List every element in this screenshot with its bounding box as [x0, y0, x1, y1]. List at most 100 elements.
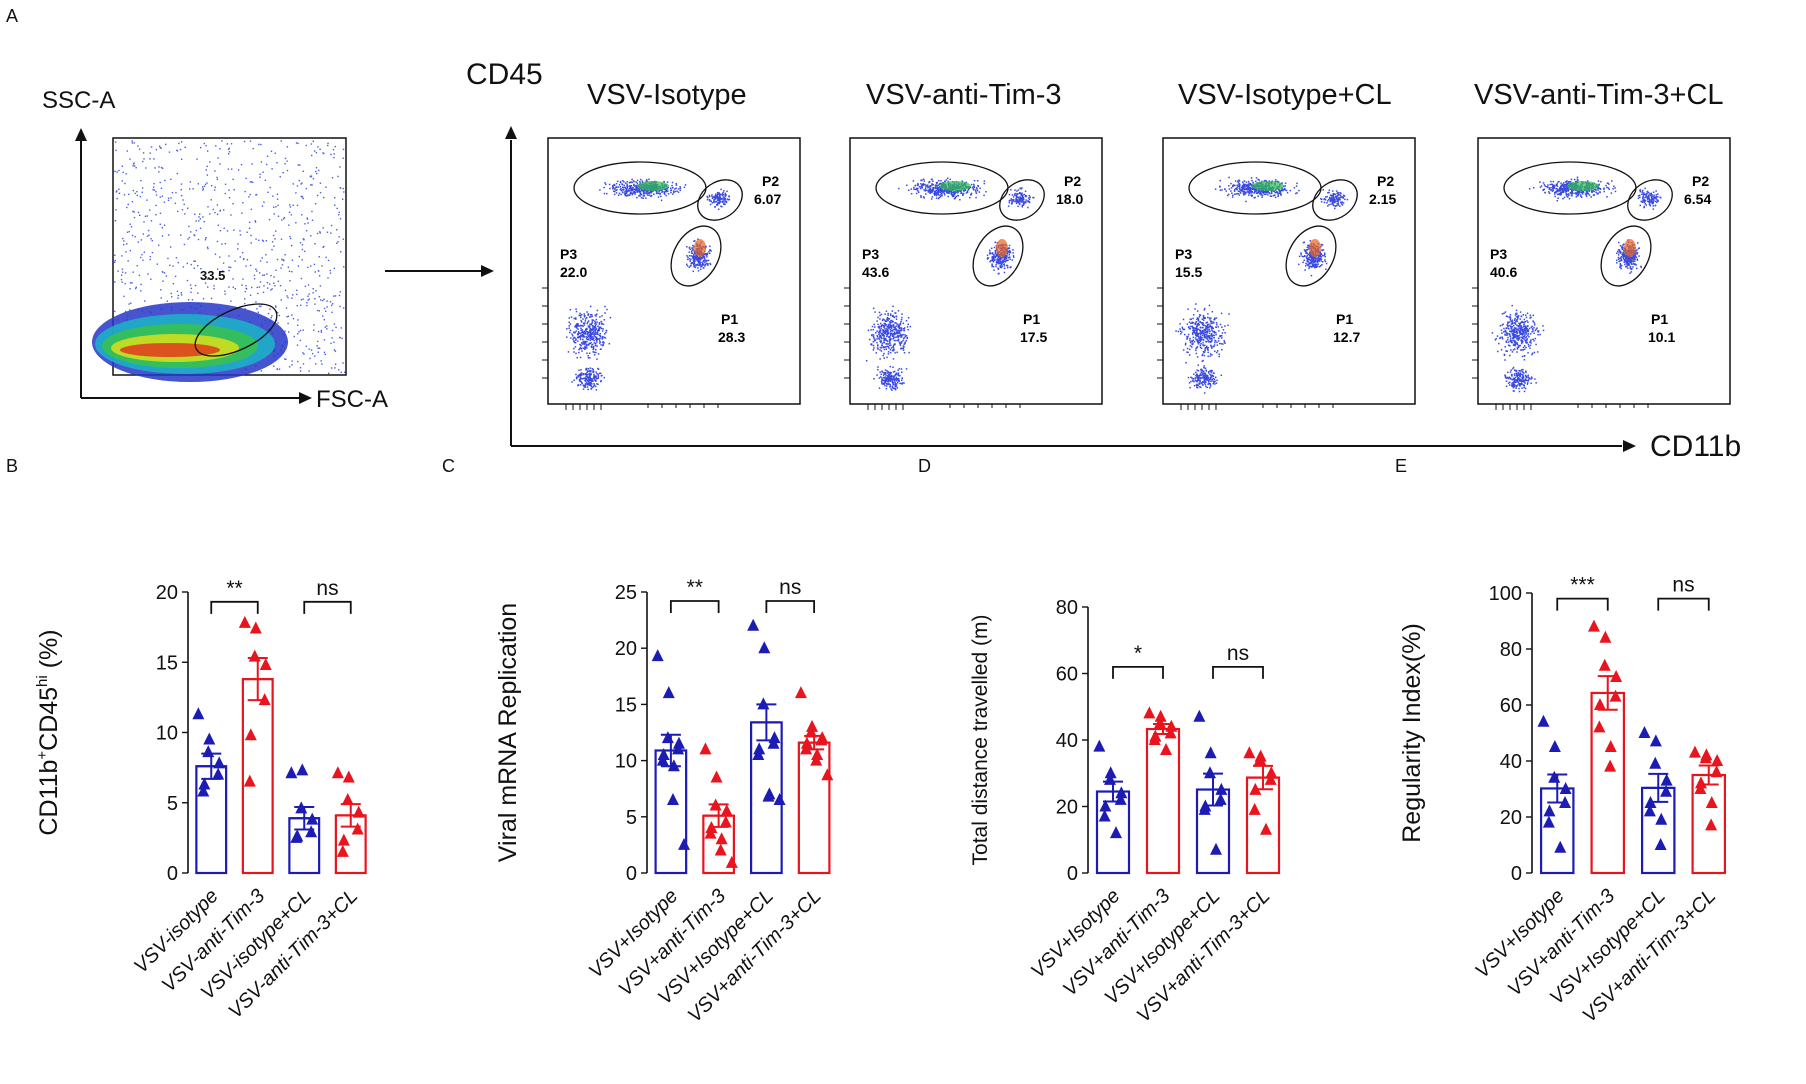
flow-dot: [1205, 334, 1208, 336]
flow-dot: [893, 348, 895, 350]
flow-dot: [632, 191, 635, 193]
flow-dot: [1210, 328, 1213, 330]
flow-dot: [638, 191, 640, 193]
flow-dot: [591, 329, 593, 332]
gating-dot: [137, 241, 140, 243]
flow-dot: [1309, 256, 1311, 258]
flow-dot: [1337, 197, 1340, 199]
flow-dot: [995, 265, 997, 268]
flow-dot: [903, 327, 906, 329]
flow-dot: [1016, 196, 1019, 198]
gating-dot: [123, 194, 126, 196]
flow-dot: [581, 334, 584, 336]
gating-dot: [124, 282, 126, 285]
flow-dot: [1306, 257, 1308, 260]
flow-dot: [937, 190, 940, 193]
flow-dot: [885, 329, 888, 332]
gating-dot: [306, 302, 308, 304]
flow-dot: [1204, 349, 1206, 352]
flow-dot: [1201, 323, 1204, 326]
flow-dot: [577, 375, 579, 377]
flow-dot: [699, 261, 702, 263]
flow-dot: [723, 197, 726, 199]
flow-dot: [931, 196, 934, 198]
flow-dot: [1308, 244, 1310, 247]
flow-dot: [896, 332, 898, 335]
flow-dot: [566, 328, 568, 330]
gating-dot: [167, 199, 170, 202]
flow-y-arrow: [505, 126, 517, 139]
flow-dot: [1204, 344, 1206, 347]
gating-dot: [137, 211, 140, 214]
flow-dot: [1195, 338, 1197, 341]
gate-p1-name: P1: [721, 311, 738, 327]
gating-dot: [163, 272, 166, 274]
flow-dot: [639, 181, 641, 183]
flow-dot: [582, 334, 584, 337]
flow-dot: [1243, 190, 1246, 193]
flow-dot: [618, 184, 621, 186]
flow-dot: [1250, 187, 1252, 190]
flow-dot: [1311, 259, 1313, 261]
flow-dot: [585, 328, 587, 331]
flow-dot: [878, 337, 880, 340]
flow-dot: [638, 195, 640, 197]
flow-dot: [597, 374, 599, 376]
flow-dot: [878, 330, 881, 333]
flow-dot: [892, 381, 895, 384]
gating-dot: [284, 330, 286, 332]
gating-dot: [339, 218, 342, 220]
flow-dot: [1015, 195, 1018, 197]
flow-dot: [1015, 198, 1017, 200]
flow-dot: [707, 263, 709, 265]
gating-dot: [318, 347, 321, 349]
flow-dot: [671, 184, 673, 187]
flow-dot: [870, 343, 873, 345]
flow-dot: [1332, 193, 1335, 195]
gating-dot: [226, 230, 229, 232]
flow-dot: [897, 335, 899, 337]
flow-dot: [1203, 324, 1205, 326]
gating-dot: [276, 198, 279, 200]
flow-dot: [1295, 192, 1297, 195]
flow-dot: [952, 191, 954, 194]
gating-dot: [301, 259, 303, 261]
flow-dot: [588, 383, 591, 385]
flow-dot: [888, 323, 890, 325]
flow-dot: [1216, 341, 1218, 344]
gating-dot: [329, 272, 332, 274]
gating-dot: [334, 197, 336, 199]
gating-dot: [253, 274, 256, 277]
gating-dot: [114, 310, 116, 313]
flow-dot: [592, 346, 595, 349]
gating-dot: [129, 309, 131, 311]
flow-dot: [1243, 188, 1246, 190]
flow-dot: [603, 186, 605, 189]
flow-dot: [891, 329, 893, 332]
gating-dot: [149, 158, 151, 160]
flow-dot: [1245, 181, 1248, 183]
flow-dot: [598, 372, 601, 375]
gating-dot: [326, 325, 328, 327]
flow-dot: [717, 196, 719, 198]
flow-dot: [1252, 182, 1254, 184]
flow-dot: [720, 205, 722, 208]
gating-dot: [299, 329, 302, 332]
flow-dot: [708, 252, 711, 255]
flow-dot: [1330, 197, 1333, 200]
gating-dot: [142, 259, 144, 261]
gating-dot: [250, 208, 253, 211]
gating-dot: [336, 207, 338, 210]
flow-dot: [626, 180, 629, 183]
flow-dot: [888, 381, 890, 383]
flow-plot-title: VSV-anti-Tim-3: [866, 79, 1062, 111]
gating-dot: [307, 284, 310, 286]
flow-dot: [1243, 187, 1245, 190]
flow-dot: [977, 184, 979, 187]
gating-dot: [265, 239, 268, 242]
gating-dot: [224, 290, 226, 292]
flow-dot: [673, 191, 675, 194]
flow-dot: [890, 371, 892, 374]
flow-dot: [1244, 191, 1246, 194]
flow-dot: [883, 357, 886, 359]
